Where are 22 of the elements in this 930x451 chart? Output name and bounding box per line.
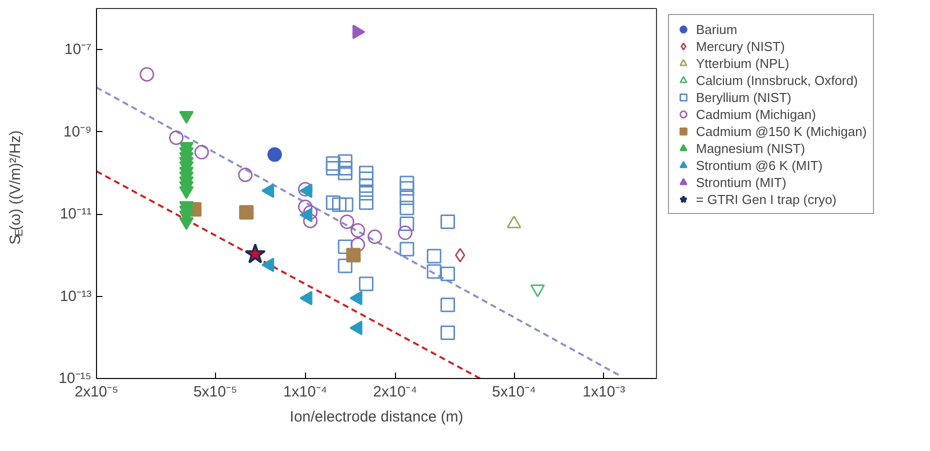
x-tick-label: 2x10⁻⁴ <box>373 384 418 400</box>
x-tick-label: 1x10⁻³ <box>582 384 626 400</box>
y-tick-label: 10⁻¹³ <box>60 288 92 305</box>
x-tick-label: 1x10⁻⁴ <box>283 384 328 400</box>
legend-label: Cadmium @150 K (Michigan) <box>696 123 867 139</box>
x-axis-title: Ion/electrode distance (m) <box>290 408 464 426</box>
legend-label: Ytterbium (NPL) <box>696 55 790 71</box>
y-axis-title: SE(ω) ((V/m)²/Hz) <box>7 130 26 245</box>
legend-label: Cadmium (Michigan) <box>696 106 816 122</box>
legend-label: Strontium @6 K (MIT) <box>696 157 823 173</box>
legend-label: = GTRI Gen I trap (cryo) <box>696 191 837 207</box>
x-tick-label: 5x10⁻⁵ <box>193 384 238 400</box>
legend-label: Magnesium (NIST) <box>696 140 806 156</box>
legend-label: Barium <box>696 21 738 37</box>
legend-label: Calcium (Innsbruck, Oxford) <box>696 72 858 88</box>
legend-label: Strontium (MIT) <box>696 174 786 190</box>
legend-label: Mercury (NIST) <box>696 38 785 54</box>
legend-label: Beryllium (NIST) <box>696 89 792 105</box>
y-tick-label: 10⁻¹¹ <box>60 206 92 223</box>
y-tick-label: 10⁻⁷ <box>64 41 92 58</box>
y-tick-label: 10⁻⁹ <box>63 123 92 140</box>
x-tick-label: 5x10⁻⁴ <box>492 384 536 400</box>
